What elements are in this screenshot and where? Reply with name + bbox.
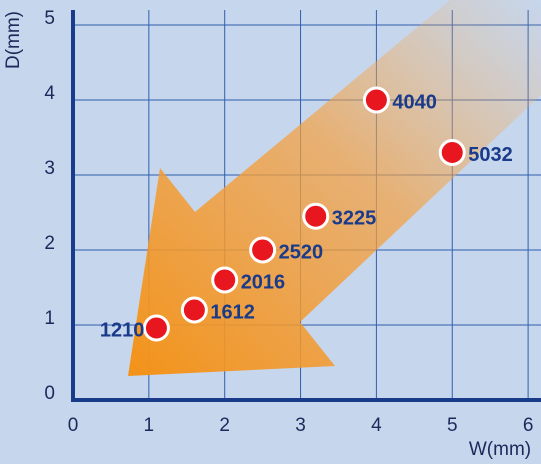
chart: W(mm) D(mm) 0 1 2 3 4 5 6 0 1 2 3 4 5 1210 1612 2016 252…	[0, 0, 541, 464]
point-label: 4040	[392, 91, 437, 113]
point-label: 2520	[279, 241, 324, 263]
x-axis-label: W(mm)	[469, 439, 531, 460]
y-axis-label: D(mm)	[3, 11, 24, 69]
y-tick-label: 5	[44, 8, 55, 29]
y-tick-label: 1	[44, 308, 55, 329]
x-tick-label: 3	[295, 415, 306, 436]
point-label: 1210	[100, 319, 145, 341]
point	[182, 298, 206, 322]
point-label: 3225	[332, 208, 377, 230]
point-label: 5032	[468, 144, 513, 166]
x-tick-label: 0	[68, 415, 79, 436]
y-tick-label: 0	[44, 383, 55, 404]
point	[304, 204, 328, 228]
point-label: 2016	[241, 271, 286, 293]
x-tick-label: 6	[523, 415, 534, 436]
x-tick-label: 4	[371, 415, 382, 436]
x-tick-label: 5	[447, 415, 458, 436]
point	[144, 316, 168, 340]
point	[251, 238, 275, 262]
x-tick-label: 1	[144, 415, 155, 436]
y-tick-label: 2	[44, 233, 55, 254]
point	[364, 88, 388, 112]
y-tick-label: 3	[44, 158, 55, 179]
y-tick-label: 4	[44, 83, 55, 104]
point	[440, 141, 464, 165]
point-label: 1612	[210, 301, 255, 323]
x-tick-label: 2	[219, 415, 230, 436]
point	[213, 268, 237, 292]
